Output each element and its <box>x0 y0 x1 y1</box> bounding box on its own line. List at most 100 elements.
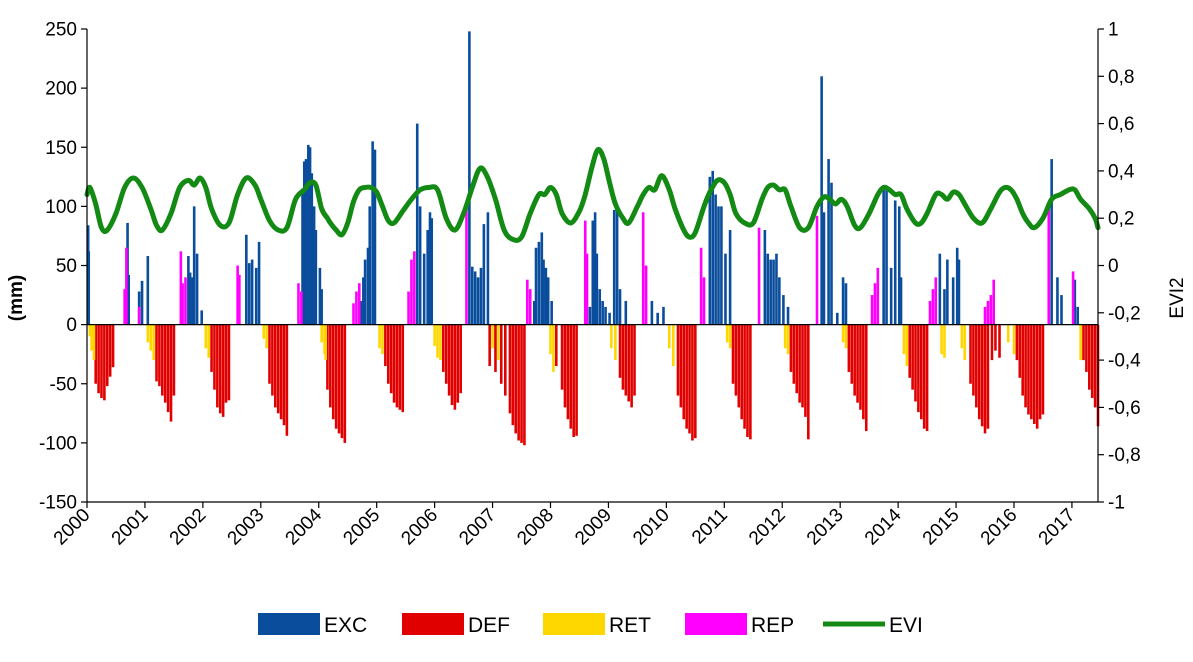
bar-def <box>279 324 283 420</box>
bar-exc <box>191 277 194 325</box>
bar-def <box>517 324 520 441</box>
bar-def <box>980 324 984 427</box>
bar-def <box>108 324 112 377</box>
bar-def <box>1082 324 1085 361</box>
bar-exc <box>320 289 323 325</box>
bar-def <box>740 324 743 420</box>
bar-def <box>925 324 929 432</box>
bar-exc <box>428 212 432 325</box>
bar-exc <box>946 259 949 325</box>
bar-def <box>1041 324 1045 415</box>
x-tick-label: 2011 <box>688 505 732 549</box>
bar-def <box>401 324 405 413</box>
bar-exc <box>778 277 781 325</box>
bar-def <box>398 324 402 410</box>
bar-def <box>459 324 462 394</box>
bar-exc <box>422 253 426 325</box>
bar-ret <box>262 324 266 339</box>
x-tick-label: 2017 <box>1035 505 1080 550</box>
plot-area: 250 200 150 100 50 0 -50 -100 -150 1 0,8 0,6 0,4 0,2 0… <box>39 20 1141 550</box>
y-axis-left-title: (mm) <box>6 275 27 321</box>
bar-ret <box>1006 324 1010 343</box>
bar-exc <box>426 230 429 325</box>
y-right-tick-label: 0,4 <box>1108 161 1135 182</box>
legend: EXC DEF RET REP EVI <box>258 613 923 637</box>
bar-ret <box>439 324 442 361</box>
bar-def <box>389 324 393 394</box>
bar-exc <box>257 241 261 325</box>
bar-rep <box>125 247 128 325</box>
y-left-tick-label: 0 <box>66 315 77 336</box>
bar-exc <box>192 206 196 325</box>
bar-exc <box>188 272 192 325</box>
bar-exc <box>662 306 665 325</box>
bar-exc <box>588 306 592 325</box>
bar-exc <box>650 300 654 325</box>
bar-def <box>679 324 683 408</box>
bar-exc <box>943 289 946 325</box>
bar-exc <box>479 267 483 325</box>
bar-exc <box>601 300 604 325</box>
bar-ret <box>905 324 909 367</box>
bar-rep <box>583 220 587 325</box>
bar-exc <box>728 230 732 325</box>
bar-def <box>621 324 625 390</box>
bar-exc <box>540 232 544 325</box>
bar-rep <box>236 265 239 325</box>
y-right-tick-label: -0,2 <box>1108 303 1141 324</box>
bar-exc <box>1050 159 1053 325</box>
bar-ret <box>963 324 967 361</box>
bar-def <box>1018 324 1022 378</box>
y-left-tick-label: 250 <box>45 20 77 41</box>
bar-def <box>789 324 793 372</box>
bar-def <box>105 324 109 387</box>
x-tick-label: 2012 <box>745 505 790 550</box>
bar-exc <box>612 209 616 325</box>
bar-def <box>685 324 688 429</box>
bar-exc <box>187 256 190 325</box>
y-left-tick-label: -100 <box>39 433 77 454</box>
bar-def <box>972 324 975 396</box>
line-evi <box>84 146 1101 243</box>
bar-def <box>990 324 994 361</box>
legend-label-def: DEF <box>468 614 510 637</box>
bar-def <box>807 324 810 440</box>
bar-exc <box>537 241 541 325</box>
x-tick-label: 2014 <box>861 504 906 549</box>
x-tick-label: 2010 <box>629 505 674 550</box>
x-tick-label: 2013 <box>803 505 848 550</box>
bar-def <box>1090 324 1094 398</box>
bar-def <box>1030 324 1033 420</box>
bar-def <box>334 324 338 429</box>
bar-ret <box>378 324 381 349</box>
bar-def <box>488 324 491 367</box>
bar-exc <box>127 274 131 325</box>
y-left-tick-label: 100 <box>45 197 77 218</box>
bar-def <box>392 324 396 403</box>
bar-def <box>922 324 926 429</box>
bar-exc <box>763 230 767 325</box>
bar-ret <box>491 324 494 349</box>
bar-def <box>103 324 106 401</box>
bar-def <box>94 324 97 384</box>
bar-rep <box>352 303 355 325</box>
bar-rep <box>300 291 303 325</box>
bar-rep <box>815 215 819 325</box>
bar-def <box>523 324 526 446</box>
bar-exc <box>415 123 419 325</box>
bar-def <box>688 324 691 434</box>
y-left-tick-label: 150 <box>45 138 77 159</box>
bar-exc <box>822 212 826 325</box>
bar-exc <box>608 312 611 325</box>
bar-def <box>917 324 920 413</box>
bar-ret <box>320 324 323 343</box>
bar-exc <box>615 206 619 325</box>
bar-def <box>969 324 972 384</box>
bar-def <box>998 324 1001 358</box>
bar-rep <box>465 206 468 325</box>
bar-exc <box>595 253 599 325</box>
bar-exc <box>893 200 897 325</box>
bar-ret <box>841 324 845 343</box>
bar-exc <box>250 259 254 325</box>
bar-exc <box>359 300 363 325</box>
